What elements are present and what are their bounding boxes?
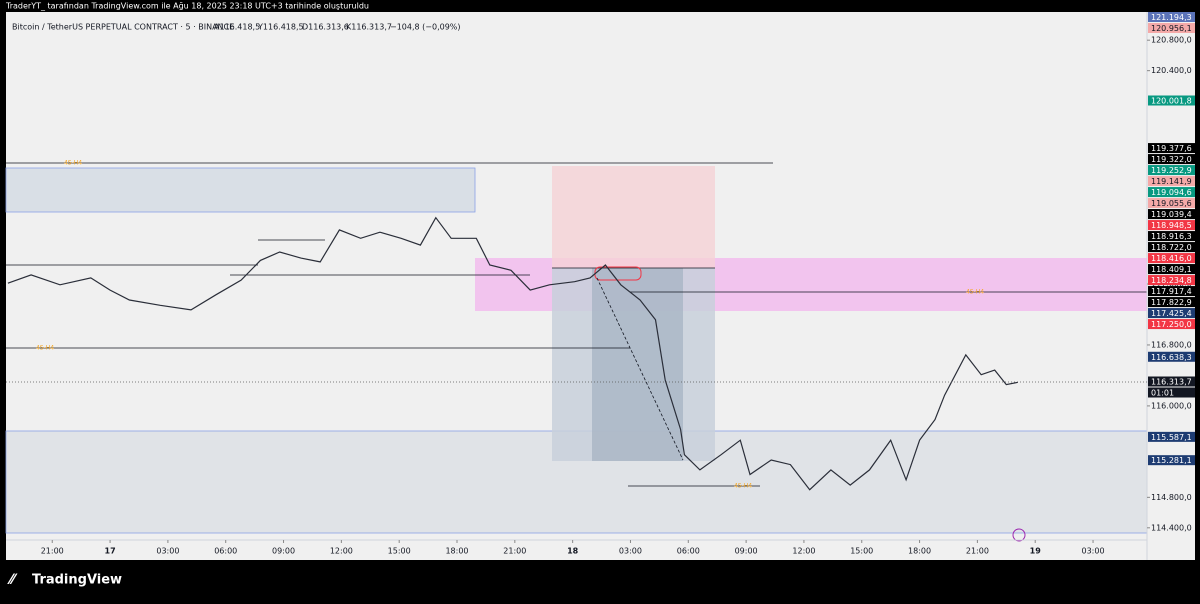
x-tick-label: 21:00 (503, 547, 526, 556)
x-tick-label: 03:00 (1082, 547, 1105, 556)
price-label: 117.250,0 (1151, 320, 1192, 329)
price-label-box (1148, 12, 1195, 22)
price-label: 118.722,0 (1151, 243, 1192, 252)
price-label: 119.252,9 (1151, 166, 1192, 175)
price-label-box (1148, 376, 1195, 387)
ohlc-close: K116.313,7 (346, 23, 392, 32)
x-tick-label: 21:00 (966, 547, 989, 556)
x-tick-label: 12:00 (330, 547, 353, 556)
price-label: 118.416,0 (1151, 254, 1192, 263)
ohlc-high: Y116.418,5 (257, 23, 304, 32)
price-label-box (1148, 455, 1195, 466)
price-label-box (1148, 242, 1195, 253)
price-label: 121.194,3 (1151, 13, 1192, 22)
x-tick-label: 18:00 (908, 547, 931, 556)
header-text: TraderYT_ tarafından TradingView.com ile… (5, 2, 369, 11)
countdown-box (1148, 387, 1195, 398)
y-tick-label: 116.800,0 (1151, 340, 1192, 349)
price-label: 117.917,4 (1151, 287, 1192, 296)
x-tick-label: 03:00 (156, 547, 179, 556)
x-tick-label: 12:00 (792, 547, 815, 556)
x-tick-label: 09:00 (272, 547, 295, 556)
drawings: 4S-H4 4S-H4 4S-H4 4S-H4 (5, 160, 1148, 542)
x-tick-label: 06:00 (677, 547, 700, 556)
x-tick-label: 21:00 (41, 547, 64, 556)
price-label-box (1148, 264, 1195, 275)
price-label: 116.313,7 (1151, 378, 1192, 387)
price-label-box (1148, 23, 1195, 33)
countdown: 01:01 (1151, 389, 1174, 398)
x-tick-label: 03:00 (619, 547, 642, 556)
level-label: 4S-H4 (36, 345, 54, 352)
price-label: 119.039,4 (1151, 210, 1192, 219)
price-label-box (1148, 286, 1195, 297)
price-label: 115.587,1 (1151, 433, 1192, 442)
price-label: 117.425,4 (1151, 309, 1192, 318)
price-label-box (1148, 297, 1195, 308)
price-label-box (1148, 308, 1195, 319)
zone (5, 167, 476, 213)
price-label-box (1148, 220, 1195, 231)
x-tick-label: 06:00 (214, 547, 237, 556)
logo: TradingView (32, 573, 122, 588)
change: −104,8 (−0,09%) (390, 23, 461, 32)
price-label: 118.409,1 (1151, 265, 1192, 274)
level-label: 4S-H4 (734, 483, 752, 490)
level-label: 4S-H4 (64, 160, 82, 167)
symbol-name: Bitcoin / TetherUS PERPETUAL CONTRACT · … (12, 23, 234, 32)
price-label: 119.094,6 (1151, 188, 1192, 197)
price-label: 118.916,3 (1151, 232, 1192, 241)
x-tick-label: 09:00 (735, 547, 758, 556)
ohlc-open: A116.418,5 (214, 23, 260, 32)
price-label-box (1148, 95, 1195, 106)
alert-icon[interactable] (1012, 528, 1026, 542)
price-label: 116.638,3 (1151, 353, 1192, 362)
price-label: 118.948,5 (1151, 221, 1192, 230)
y-tick-label: 114.400,0 (1151, 523, 1192, 532)
level-label: 4S-H4 (966, 289, 984, 296)
y-tick-label: 120.800,0 (1151, 36, 1192, 45)
price-label: 119.322,0 (1151, 155, 1192, 164)
price-label-box (1148, 275, 1195, 286)
x-tick-label: 19 (1030, 547, 1042, 556)
price-label-box (1148, 165, 1195, 176)
price-label-box (1148, 253, 1195, 264)
price-label: 119.377,6 (1151, 144, 1192, 153)
price-label-box (1148, 187, 1195, 198)
price-label-box (1148, 319, 1195, 330)
price-label: 118.234,8 (1151, 276, 1192, 285)
stop-zone (552, 166, 715, 268)
y-tick-label: 114.800,0 (1151, 493, 1192, 502)
price-label: 115.281,1 (1151, 456, 1192, 465)
x-tick-label: 17 (105, 547, 116, 556)
y-tick-label: 120.400,0 (1151, 66, 1192, 75)
price-label: 117.822,9 (1151, 298, 1192, 307)
price-label: 119.141,9 (1151, 177, 1192, 186)
price-label-box (1148, 209, 1195, 220)
price-label: 120.001,8 (1151, 97, 1192, 106)
logo-mark: ⁄⁄ (7, 572, 18, 588)
price-label-box (1148, 154, 1195, 165)
ohlc-low: D116.313,6 (302, 23, 349, 32)
price-line (7, 216, 1019, 491)
price-label-box (1148, 351, 1195, 362)
price-label: 119.055,6 (1151, 199, 1192, 208)
x-tick-label: 18 (567, 547, 579, 556)
price-label-box (1148, 143, 1195, 154)
x-tick-label: 15:00 (388, 547, 411, 556)
trend-line (596, 277, 684, 461)
price-label-box (1148, 231, 1195, 242)
price-label: 120.956,1 (1151, 24, 1192, 33)
y-tick-label: 116.000,0 (1151, 401, 1192, 410)
price-label-box (1148, 176, 1195, 187)
price-label-box (1148, 198, 1195, 209)
x-tick-label: 15:00 (850, 547, 873, 556)
price-label-box (1148, 431, 1195, 442)
x-tick-label: 18:00 (445, 547, 468, 556)
